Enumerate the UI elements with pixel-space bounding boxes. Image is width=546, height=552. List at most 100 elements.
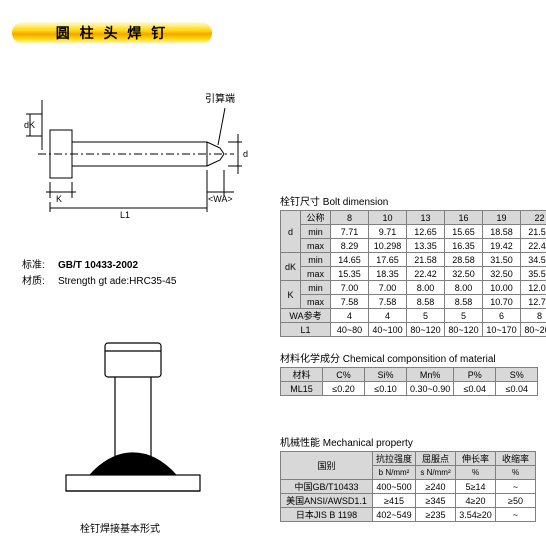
rh: 中国GB/T10433 bbox=[281, 480, 373, 494]
svg-text:dK: dK bbox=[24, 120, 35, 130]
mechanical-table: 国别抗拉强度屈服点伸长率收缩率 b N/mm²s N/mm²%% 中国GB/T1… bbox=[280, 451, 536, 522]
cell: 19.42 bbox=[483, 239, 521, 253]
t1-c: 16 bbox=[445, 211, 483, 225]
rh: 美国ANSI/AWSD1.1 bbox=[281, 494, 373, 508]
th: 屈服点 bbox=[416, 452, 456, 466]
cell: 4 bbox=[369, 309, 407, 323]
cell: ≤0.10 bbox=[365, 382, 407, 396]
cell: 402~549 bbox=[373, 508, 416, 522]
th: 收缩率 bbox=[496, 452, 536, 466]
cell: ≥235 bbox=[416, 508, 456, 522]
page-title: 圆 柱 头 焊 钉 bbox=[12, 22, 212, 44]
cell: 8.29 bbox=[331, 239, 369, 253]
svg-text:K: K bbox=[56, 194, 62, 204]
t1-c: 13 bbox=[407, 211, 445, 225]
cell: 18.35 bbox=[369, 267, 407, 281]
cell: ≥415 bbox=[373, 494, 416, 508]
cell: 32.50 bbox=[483, 267, 521, 281]
th: % bbox=[456, 466, 496, 480]
annotation-label: 引算端 bbox=[205, 90, 235, 105]
cell: ~ bbox=[496, 508, 536, 522]
t1-sub: max bbox=[301, 239, 331, 253]
cell: 21.58 bbox=[407, 253, 445, 267]
cell: 10.70 bbox=[483, 295, 521, 309]
cell: ~ bbox=[496, 480, 536, 494]
chemical-table: 材料C%Si%Mn%P%S% ML15≤0.20≤0.100.30~0.90≤0… bbox=[280, 367, 538, 396]
svg-text:d: d bbox=[243, 149, 248, 159]
cell: 13.35 bbox=[407, 239, 445, 253]
t1-sub: max bbox=[301, 295, 331, 309]
th: S% bbox=[496, 368, 538, 382]
cell: 12.65 bbox=[407, 225, 445, 239]
th: 抗拉强度 bbox=[373, 452, 416, 466]
t1-h-nominal: 公称 bbox=[301, 211, 331, 225]
weld-form-diagram bbox=[60, 335, 210, 515]
cell: 14.65 bbox=[331, 253, 369, 267]
th: 材料 bbox=[281, 368, 323, 382]
bolt-side-diagram: 引算端 bbox=[20, 90, 260, 250]
cell: 8.58 bbox=[407, 295, 445, 309]
cell: 400~500 bbox=[373, 480, 416, 494]
cell: 80~120 bbox=[445, 323, 483, 337]
th: % bbox=[496, 466, 536, 480]
cell: 80~200 bbox=[521, 323, 546, 337]
cell: 15.65 bbox=[445, 225, 483, 239]
cell: 8.58 bbox=[445, 295, 483, 309]
cell: 7.58 bbox=[331, 295, 369, 309]
cell: 32.50 bbox=[445, 267, 483, 281]
cell: 80~120 bbox=[407, 323, 445, 337]
th: P% bbox=[454, 368, 496, 382]
cell: 10.298 bbox=[369, 239, 407, 253]
cell: 22.42 bbox=[407, 267, 445, 281]
t1-sub: min bbox=[301, 225, 331, 239]
cell: 28.58 bbox=[445, 253, 483, 267]
th: 伸长率 bbox=[456, 452, 496, 466]
cell: 5≥14 bbox=[456, 480, 496, 494]
cell: ≤0.04 bbox=[496, 382, 538, 396]
t1-rh: K bbox=[281, 281, 301, 309]
t1-rh: WA参考 bbox=[281, 309, 331, 323]
cell: 8 bbox=[521, 309, 546, 323]
std-label: 标准: bbox=[22, 258, 58, 274]
spec-meta: 标准:GB/T 10433-2002 材质:Strength gt ade:HR… bbox=[22, 258, 176, 290]
t1-sub: max bbox=[301, 267, 331, 281]
t1-c: 22 bbox=[521, 211, 546, 225]
t1-rh: L1 bbox=[281, 323, 331, 337]
cell: 8.00 bbox=[407, 281, 445, 295]
cell: 10.00 bbox=[483, 281, 521, 295]
table2-title: 材料化学成分 Chemical componsition of material bbox=[280, 350, 538, 365]
cell: 7.00 bbox=[369, 281, 407, 295]
cell: 16.35 bbox=[445, 239, 483, 253]
cell: 21.58 bbox=[521, 225, 546, 239]
cell: 35.50 bbox=[521, 267, 546, 281]
th: Mn% bbox=[407, 368, 454, 382]
cell: 22.42 bbox=[521, 239, 546, 253]
th: C% bbox=[323, 368, 365, 382]
t1-sub: min bbox=[301, 253, 331, 267]
cell: ≤0.04 bbox=[454, 382, 496, 396]
cell: 7.58 bbox=[369, 295, 407, 309]
th: s N/mm² bbox=[416, 466, 456, 480]
cell: 12.00 bbox=[521, 281, 546, 295]
cell: 5 bbox=[445, 309, 483, 323]
cell: 6 bbox=[483, 309, 521, 323]
t1-rh: dK bbox=[281, 253, 301, 281]
svg-text:<WA>: <WA> bbox=[208, 194, 233, 204]
cell: 10~170 bbox=[483, 323, 521, 337]
bolt-dimension-table: d 公称 8 10 13 16 19 22 min7.719.7112.6515… bbox=[280, 210, 546, 337]
th: Si% bbox=[365, 368, 407, 382]
cell: 4≥20 bbox=[456, 494, 496, 508]
rh: 日本JIS B 1198 bbox=[281, 508, 373, 522]
table1-title: 栓钉尺寸 Bolt dimension bbox=[280, 193, 546, 208]
cell: 3.54≥20 bbox=[456, 508, 496, 522]
mat-label: 材质: bbox=[22, 274, 58, 290]
std-value: GB/T 10433-2002 bbox=[58, 260, 138, 271]
cell: ≤0.20 bbox=[323, 382, 365, 396]
cell: 34.50 bbox=[521, 253, 546, 267]
cell: 12.70 bbox=[521, 295, 546, 309]
cell: ≥240 bbox=[416, 480, 456, 494]
cell: 40~80 bbox=[331, 323, 369, 337]
rh: ML15 bbox=[281, 382, 323, 396]
cell: 0.30~0.90 bbox=[407, 382, 454, 396]
chemical-section: 材料化学成分 Chemical componsition of material… bbox=[280, 350, 538, 396]
